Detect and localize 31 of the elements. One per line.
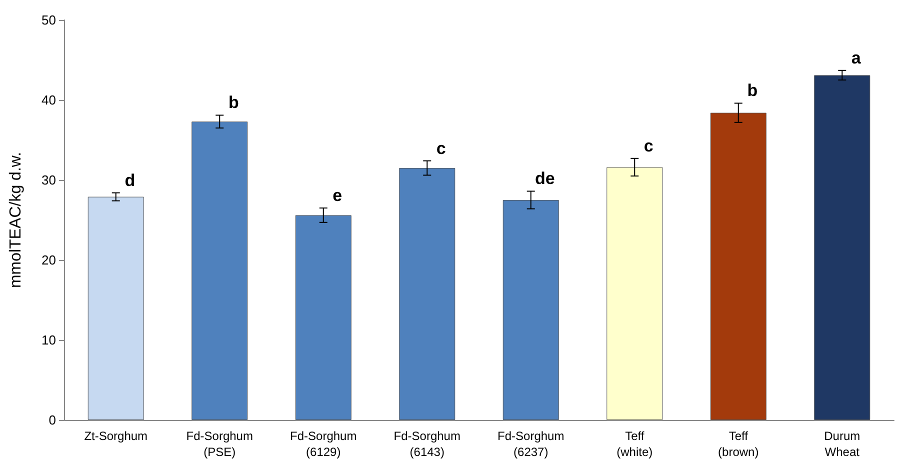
annotation: c [436,138,446,158]
x-tick-label: Fd-Sorghum (6143) [394,429,460,459]
bar [814,75,870,420]
x-tick-label: Fd-Sorghum (6237) [498,429,564,459]
bar [192,122,248,420]
annotation: b [747,81,758,100]
annotation: b [228,93,239,112]
x-tick-label: Zt-Sorghum [84,429,148,443]
y-tick-label: 30 [42,172,56,188]
x-tick-label: Fd-Sorghum (6129) [290,429,357,459]
y-tick-label: 50 [42,12,56,28]
x-tick-label: Teff (white) [616,429,653,459]
y-tick-label: 40 [42,92,56,108]
annotation: c [644,136,654,156]
annotation: e [332,186,342,205]
bar [88,196,144,420]
bar [295,215,352,420]
bar [399,168,456,420]
annotation: de [534,169,555,188]
annotation: a [851,48,862,68]
y-tick-label: 10 [42,332,56,348]
y-axis-title: mmolTEAC/kg d.w. [8,152,24,288]
bar [502,200,559,420]
x-tick-label: Durum Wheat [824,429,860,459]
annotation: d [124,170,136,190]
bar [710,112,766,420]
x-tick-label: Fd-Sorghum (PSE) [186,429,253,459]
x-tick-label: Teff (brown) [718,429,759,459]
y-tick-label: 0 [48,412,56,428]
y-tick-label: 20 [42,252,56,268]
bar [606,167,663,420]
